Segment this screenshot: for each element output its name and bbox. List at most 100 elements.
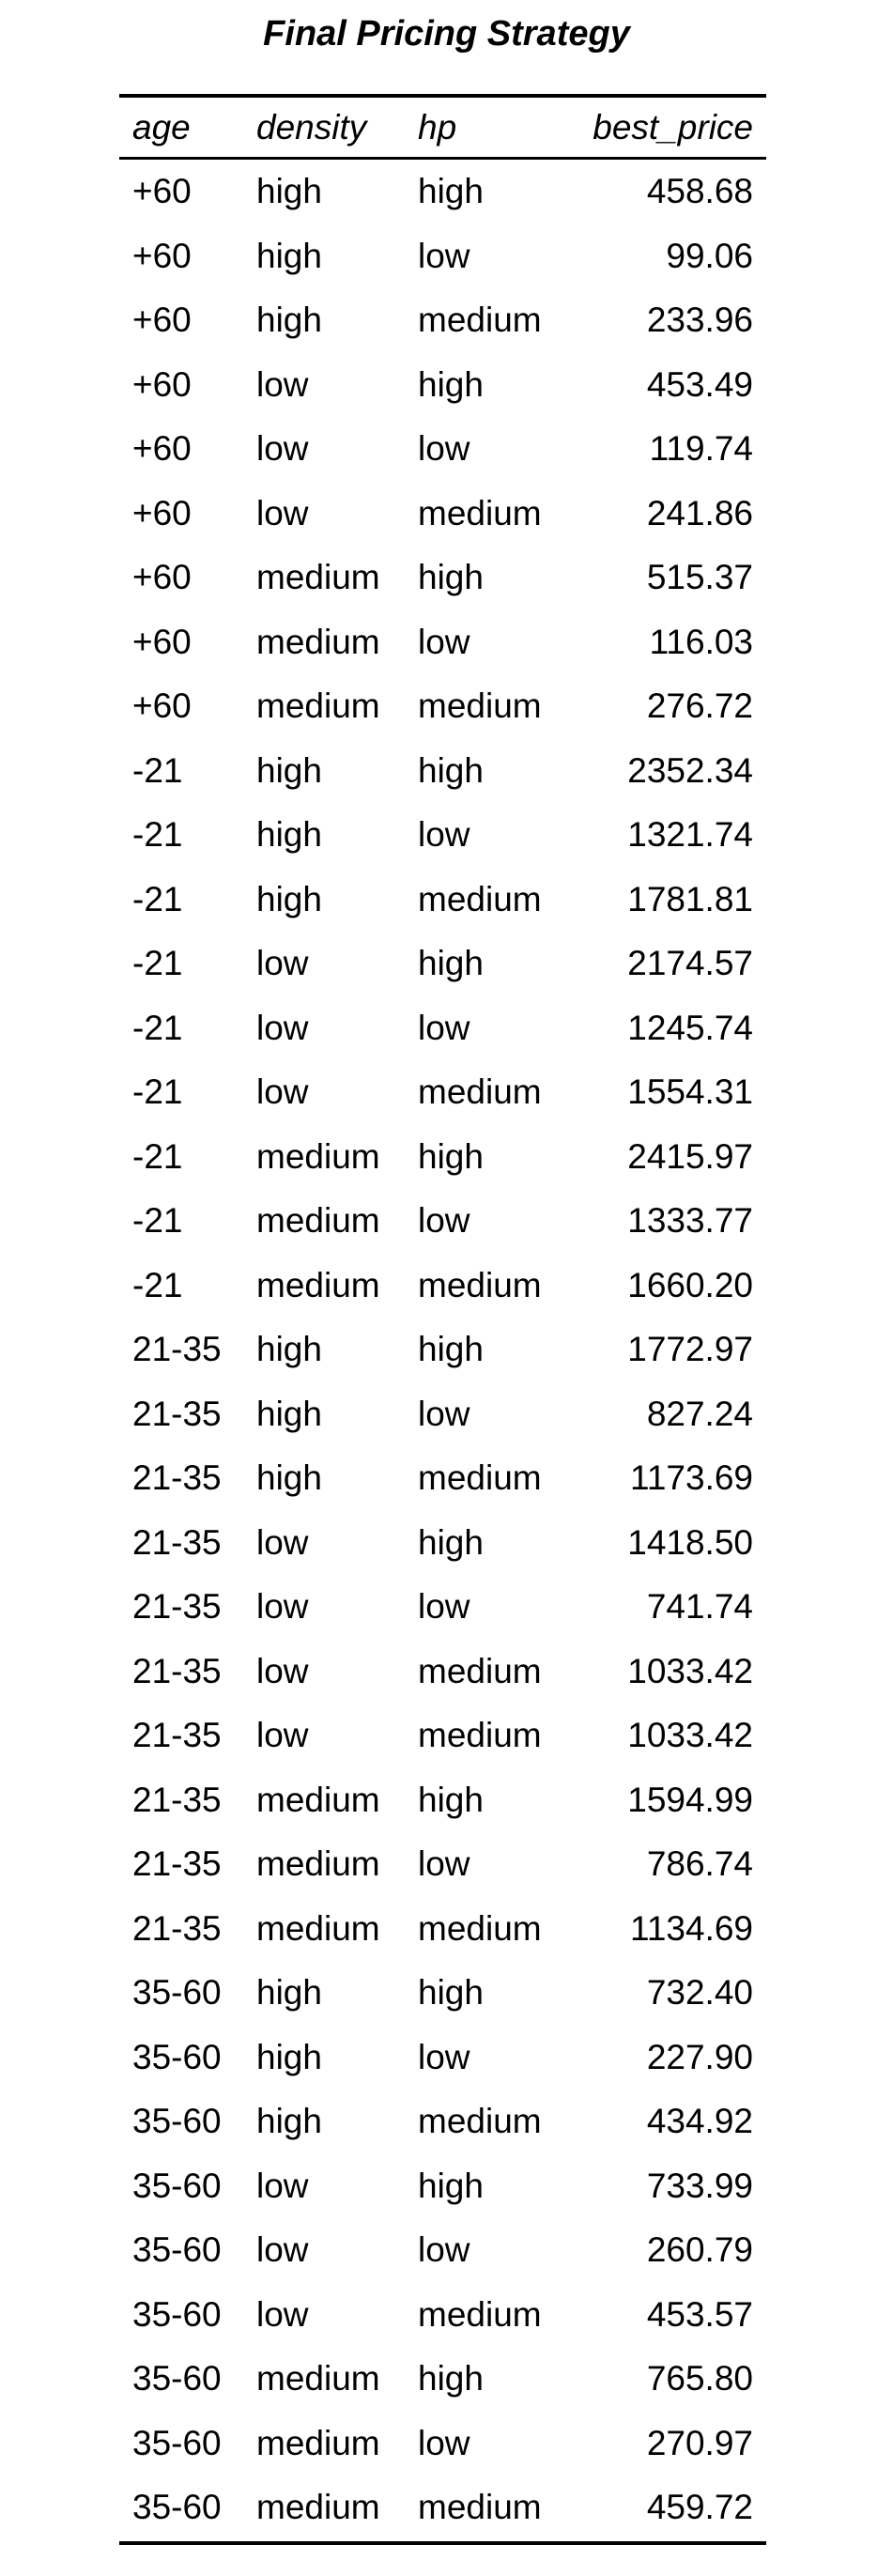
cell-best-price: 260.79 [646,2230,753,2270]
cell-age: -21 [132,750,183,790]
cell-density: high [256,172,322,211]
table-row: 21-35 medium medium 1134.69 [119,1897,766,1962]
cell-best-price: 1245.74 [627,1008,753,1047]
cell-hp: low [418,2423,470,2462]
table-row: +60 medium medium 276.72 [119,674,766,739]
cell-best-price: 786.74 [646,1844,753,1884]
cell-density: medium [256,2359,380,2399]
table-row: 21-35 high high 1772.97 [119,1318,766,1382]
cell-hp: high [418,364,484,404]
table-body: +60 high high 458.68 +60 high low 99.06 +60 high m… [119,160,766,2540]
cell-age: -21 [132,944,183,983]
table-row: -21 high high 2352.34 [119,739,766,804]
cell-age: 35-60 [132,2423,222,2462]
cell-hp: high [418,944,484,983]
cell-best-price: 241.86 [646,493,753,532]
cell-best-price: 2352.34 [627,750,753,790]
cell-best-price: 733.99 [646,2166,753,2205]
cell-age: +60 [132,493,192,532]
cell-density: medium [256,1844,380,1884]
cell-density: high [256,236,322,275]
cell-hp: low [418,2230,470,2270]
cell-best-price: 270.97 [646,2423,753,2462]
cell-age: +60 [132,686,192,726]
table-row: -21 low high 2174.57 [119,932,766,996]
cell-density: medium [256,1908,380,1948]
cell-best-price: 1321.74 [627,815,753,855]
cell-hp: medium [418,1716,542,1755]
cell-age: 21-35 [132,1844,222,1884]
cell-age: 35-60 [132,2102,222,2141]
cell-best-price: 2174.57 [627,944,753,983]
cell-age: -21 [132,1265,183,1304]
cell-hp: medium [418,686,542,726]
cell-hp: high [418,558,484,597]
cell-best-price: 459.72 [646,2488,753,2527]
cell-best-price: 1134.69 [630,1908,753,1948]
cell-best-price: 119.74 [649,429,753,469]
cell-age: -21 [132,815,183,855]
cell-age: -21 [132,1201,183,1241]
cell-density: medium [256,1780,380,1819]
table-row: 35-60 high medium 434.92 [119,2090,766,2154]
cell-density: low [256,944,309,983]
cell-best-price: 1033.42 [627,1651,753,1690]
cell-density: high [256,879,322,918]
column-header-age: age [132,107,191,147]
cell-best-price: 1660.20 [627,1265,753,1304]
table-row: 35-60 low high 733.99 [119,2154,766,2219]
cell-hp: medium [418,301,542,340]
cell-density: low [256,1072,309,1112]
cell-best-price: 1594.99 [627,1780,753,1819]
table-row: -21 low medium 1554.31 [119,1060,766,1125]
cell-density: medium [256,686,380,726]
cell-density: high [256,2037,322,2076]
table-row: 21-35 low medium 1033.42 [119,1704,766,1768]
cell-density: high [256,1394,322,1433]
cell-age: 21-35 [132,1522,222,1562]
cell-hp: medium [418,1072,542,1112]
cell-best-price: 1772.97 [627,1330,753,1369]
cell-age: 35-60 [132,2488,222,2527]
table-row: 21-35 medium low 786.74 [119,1832,766,1897]
table-row: +60 medium low 116.03 [119,610,766,675]
column-header-hp: hp [418,107,457,147]
cell-density: high [256,1330,322,1369]
cell-age: 21-35 [132,1587,222,1627]
cell-density: high [256,815,322,855]
cell-hp: medium [418,2294,542,2334]
table-row: +60 low high 453.49 [119,353,766,418]
cell-hp: low [418,1201,470,1241]
table-row: -21 medium medium 1660.20 [119,1254,766,1319]
cell-best-price: 453.49 [646,364,753,404]
cell-hp: medium [418,1908,542,1948]
cell-age: -21 [132,879,183,918]
cell-density: low [256,1008,309,1047]
cell-best-price: 732.40 [646,1973,753,2013]
table-row: +60 high low 99.06 [119,224,766,289]
table-row: 35-60 low low 260.79 [119,2218,766,2283]
cell-density: medium [256,2423,380,2462]
table-row: 21-35 high medium 1173.69 [119,1446,766,1511]
bottom-rule [119,2541,766,2545]
cell-best-price: 515.37 [646,558,753,597]
cell-hp: medium [418,1458,542,1498]
table-row: -21 high low 1321.74 [119,803,766,868]
cell-density: low [256,1522,309,1562]
table-row: 21-35 high low 827.24 [119,1382,766,1447]
cell-density: low [256,2230,309,2270]
cell-hp: low [418,1008,470,1047]
cell-density: low [256,364,309,404]
cell-density: medium [256,1201,380,1241]
cell-best-price: 1418.50 [627,1522,753,1562]
cell-age: 35-60 [132,2230,222,2270]
cell-hp: medium [418,493,542,532]
table-row: +60 high medium 233.96 [119,288,766,353]
cell-hp: high [418,1973,484,2013]
cell-density: low [256,429,309,469]
cell-age: 21-35 [132,1458,222,1498]
cell-density: high [256,1458,322,1498]
cell-best-price: 458.68 [646,172,753,211]
table-row: 21-35 medium high 1594.99 [119,1768,766,1833]
